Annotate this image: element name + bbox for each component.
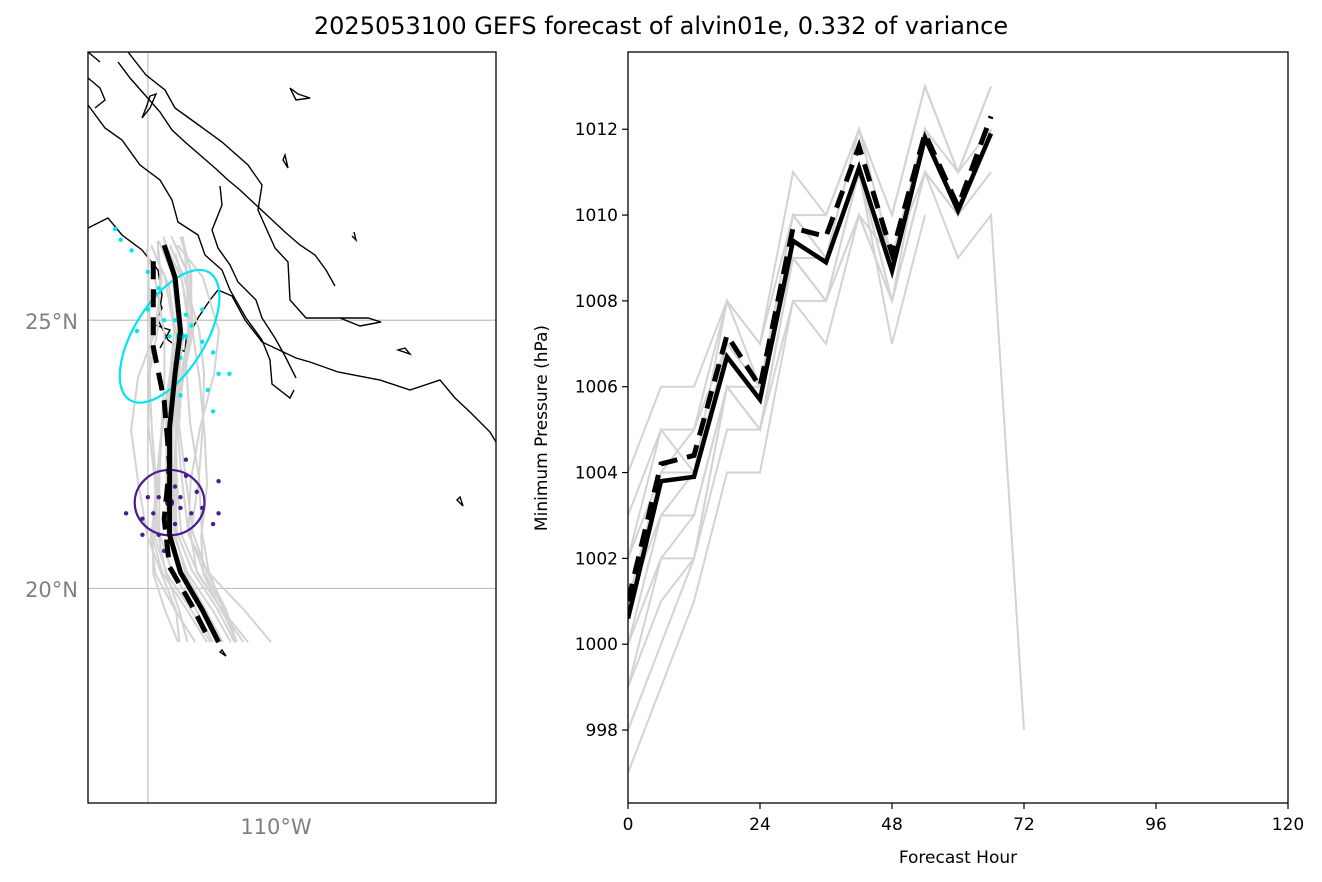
late-cluster-point — [216, 511, 221, 516]
y-tick-label: 1010 — [575, 206, 618, 226]
ensemble-member-track — [181, 236, 237, 643]
ensemble-member-track — [147, 240, 189, 643]
mainland-mexico-coast — [88, 217, 496, 443]
ensemble-member-track — [175, 236, 237, 643]
early-cluster-point — [189, 323, 194, 328]
late-cluster-point — [210, 521, 216, 527]
early-cluster-point — [167, 334, 172, 339]
small-island-7 — [218, 648, 227, 657]
late-cluster-point — [200, 505, 205, 511]
early-cluster-point — [216, 371, 221, 377]
late-cluster-point — [216, 478, 221, 484]
baja-west-coast — [88, 104, 295, 400]
early-cluster-point — [200, 339, 205, 344]
lat-tick-label-20n: 20°N — [25, 578, 78, 602]
baja-peninsula-south — [211, 185, 297, 379]
early-cluster-point — [210, 350, 216, 355]
early-cluster-point — [161, 318, 167, 323]
early-cluster-ellipse — [118, 268, 221, 404]
early-cluster-point — [183, 312, 189, 318]
ensemble-member-track — [174, 253, 245, 643]
early-cluster-point — [145, 307, 151, 312]
x-axis-ticks: 0 24 48 72 96 120 — [623, 803, 1304, 835]
early-cluster-point — [200, 307, 205, 312]
y-axis-ticks: 998 1000 1002 1004 1006 1008 1010 1012 — [575, 120, 628, 741]
mean-pressure-line — [628, 130, 994, 619]
mean-tracks — [150, 244, 221, 644]
small-island-1 — [141, 92, 158, 119]
ensemble-member-track — [146, 253, 180, 643]
y-tick-label: 1004 — [575, 464, 618, 484]
map-frame — [87, 51, 497, 804]
x-tick-label: 24 — [749, 815, 771, 835]
pressure-chart-panel: 0 24 48 72 96 120 998 1000 1002 1004 1006 1008 1010… — [532, 51, 1304, 868]
early-cluster-point — [172, 318, 178, 323]
early-cluster-point — [145, 269, 151, 275]
late-cluster-point — [183, 457, 189, 462]
y-tick-label: 1008 — [575, 292, 618, 312]
early-cluster-point — [205, 387, 210, 393]
x-axis-title: Forecast Hour — [899, 848, 1017, 868]
early-cluster-point — [210, 409, 216, 414]
chart-frame — [627, 51, 1289, 804]
ensemble-member-track — [169, 244, 249, 643]
lon-tick-label-110w: 110°W — [240, 815, 312, 839]
sonora-coast — [88, 52, 106, 109]
member-pressure-line — [628, 83, 992, 473]
y-tick-label: 1006 — [575, 378, 618, 398]
late-cluster-point — [140, 532, 145, 537]
small-island-3 — [282, 152, 289, 169]
baja-california-peninsula-coast — [127, 52, 382, 327]
ensemble-member-track — [153, 253, 212, 643]
late-cluster-point — [140, 516, 145, 521]
early-cluster-point — [156, 285, 161, 291]
late-cluster-point — [194, 489, 199, 495]
early-cluster-point — [178, 393, 183, 398]
late-cluster-point — [178, 505, 183, 511]
member-pressure-line — [628, 128, 992, 645]
x-tick-label: 120 — [1272, 815, 1304, 835]
ensemble-member-track — [176, 244, 272, 643]
control-pressure-line-dashed — [628, 115, 994, 602]
small-island-5 — [395, 347, 413, 356]
small-island-2 — [289, 87, 311, 101]
lat-tick-label-25n: 25°N — [25, 310, 78, 334]
x-tick-label: 96 — [1145, 815, 1167, 835]
ensemble-member-tracks — [130, 236, 272, 643]
y-tick-label: 998 — [586, 721, 618, 741]
late-cluster-point — [123, 511, 129, 516]
late-cluster-point — [156, 495, 161, 500]
small-island-6 — [456, 495, 464, 507]
y-tick-label: 1012 — [575, 120, 618, 140]
early-cluster-point — [134, 328, 140, 334]
late-cluster-point — [183, 473, 189, 478]
late-cluster-point — [189, 511, 194, 516]
late-cluster-point — [151, 511, 156, 516]
late-cluster-point — [172, 521, 178, 527]
member-pressure-line — [628, 169, 992, 731]
x-tick-label: 48 — [881, 815, 903, 835]
ensemble-member-track — [170, 236, 236, 643]
y-tick-label: 1002 — [575, 549, 618, 569]
late-cluster-point — [178, 495, 183, 500]
early-cluster-point — [227, 371, 232, 377]
pressure-mean-lines — [628, 115, 994, 619]
ensemble-mean-track — [161, 244, 221, 644]
late-cluster-point — [172, 484, 178, 489]
early-cluster-point — [113, 226, 118, 232]
y-axis-title: Minimum Pressure (hPa) — [532, 325, 552, 531]
track-map-panel: 110°W 25°N 20°N — [25, 51, 497, 839]
late-cluster-point — [156, 532, 161, 537]
chart-title: 2025053100 GEFS forecast of alvin01e, 0.… — [313, 12, 1009, 40]
y-tick-label: 1000 — [575, 635, 618, 655]
early-cluster-point — [118, 237, 123, 242]
member-pressure-line — [628, 128, 992, 688]
early-cluster-point — [129, 248, 134, 253]
small-island-4 — [351, 231, 358, 243]
x-tick-label: 72 — [1013, 815, 1035, 835]
x-tick-label: 0 — [623, 815, 634, 835]
upper-gulf-coast — [117, 61, 336, 287]
late-cluster-point — [145, 495, 151, 500]
